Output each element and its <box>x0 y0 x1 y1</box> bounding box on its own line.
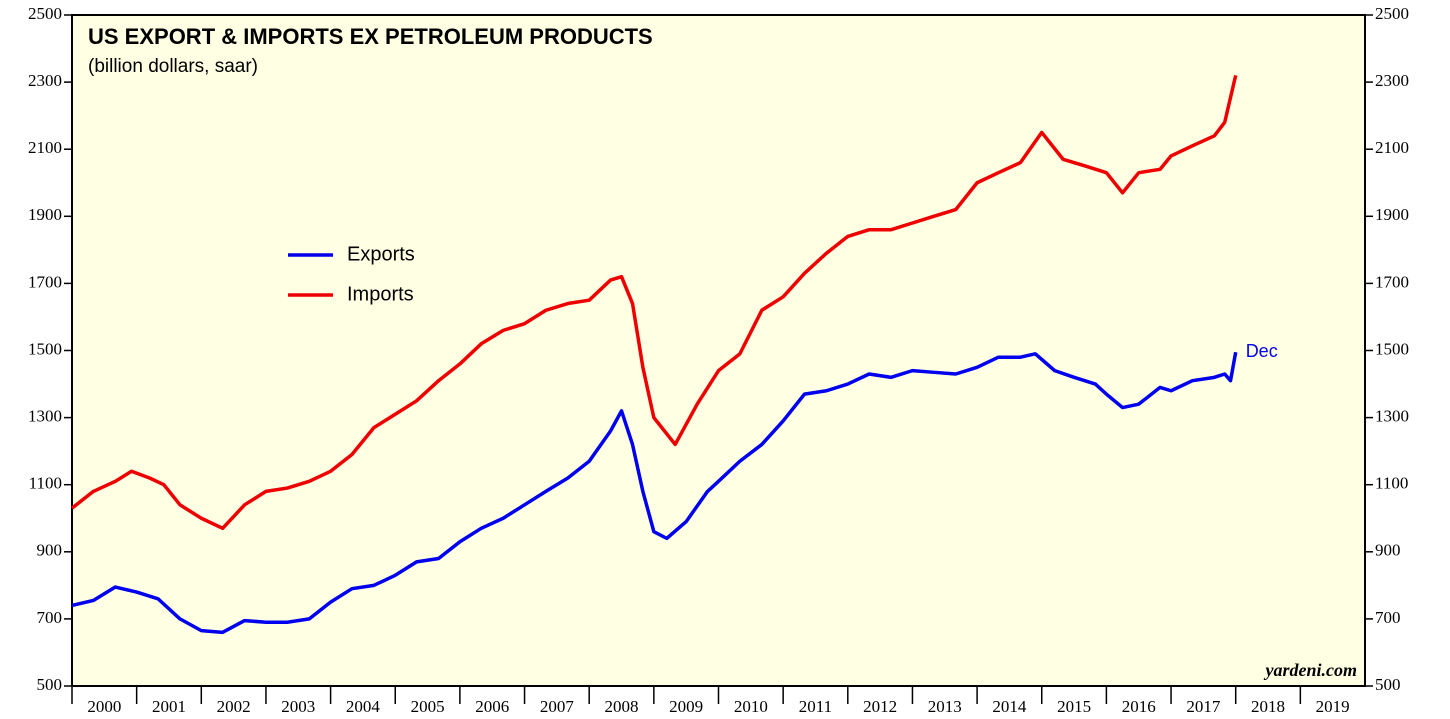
x-tick-label: 2007 <box>540 697 575 716</box>
y-tick-label: 2500 <box>28 4 62 23</box>
y-tick-label: 500 <box>37 675 63 694</box>
legend-label: Exports <box>347 243 415 265</box>
y2-tick-label: 2300 <box>1375 71 1409 90</box>
x-tick-label: 2002 <box>217 697 251 716</box>
y2-tick-label: 2500 <box>1375 4 1409 23</box>
y-tick-label: 1300 <box>28 407 62 426</box>
y-tick-label: 1100 <box>29 474 62 493</box>
y-tick-label: 900 <box>37 541 63 560</box>
chart-title: US EXPORT & IMPORTS EX PETROLEUM PRODUCT… <box>88 24 653 49</box>
x-tick-label: 2004 <box>346 697 381 716</box>
x-tick-label: 2001 <box>152 697 186 716</box>
y2-tick-label: 900 <box>1375 541 1401 560</box>
y2-tick-label: 1900 <box>1375 205 1409 224</box>
y2-tick-label: 700 <box>1375 608 1401 627</box>
x-tick-label: 2009 <box>669 697 703 716</box>
x-tick-label: 2013 <box>928 697 962 716</box>
x-tick-label: 2016 <box>1122 697 1156 716</box>
chart-subtitle: (billion dollars, saar) <box>88 56 258 77</box>
y2-tick-label: 1300 <box>1375 407 1409 426</box>
y2-tick-label: 2100 <box>1375 138 1409 157</box>
y2-tick-label: 500 <box>1375 675 1401 694</box>
x-tick-label: 2018 <box>1251 697 1285 716</box>
x-tick-label: 2006 <box>475 697 509 716</box>
line-series <box>70 74 1238 531</box>
x-tick-label: 2019 <box>1316 697 1350 716</box>
x-tick-label: 2011 <box>799 697 832 716</box>
line-series <box>71 351 1238 635</box>
x-tick-label: 2015 <box>1057 697 1091 716</box>
legend-label: Imports <box>347 283 414 305</box>
y-tick-label: 2300 <box>28 71 62 90</box>
plot-area <box>71 14 1366 687</box>
x-tick-label: 2017 <box>1186 697 1221 716</box>
x-tick-label: 2012 <box>863 697 897 716</box>
y-tick-label: 2100 <box>28 138 62 157</box>
x-tick-label: 2010 <box>734 697 768 716</box>
y-tick-label: 1900 <box>28 205 62 224</box>
y-tick-label: 1500 <box>28 339 62 358</box>
y-tick-label: 700 <box>37 608 63 627</box>
x-tick-label: 2003 <box>281 697 315 716</box>
annotation: Dec <box>1246 341 1278 361</box>
y-tick-label: 1700 <box>28 272 62 291</box>
x-tick-label: 2000 <box>87 697 121 716</box>
x-tick-label: 2008 <box>605 697 639 716</box>
x-tick-label: 2005 <box>411 697 445 716</box>
x-tick-label: 2014 <box>992 697 1027 716</box>
source: yardeni.com <box>1264 660 1358 680</box>
y2-tick-label: 1700 <box>1375 272 1409 291</box>
y2-tick-label: 1500 <box>1375 339 1409 358</box>
y2-tick-label: 1100 <box>1375 474 1408 493</box>
